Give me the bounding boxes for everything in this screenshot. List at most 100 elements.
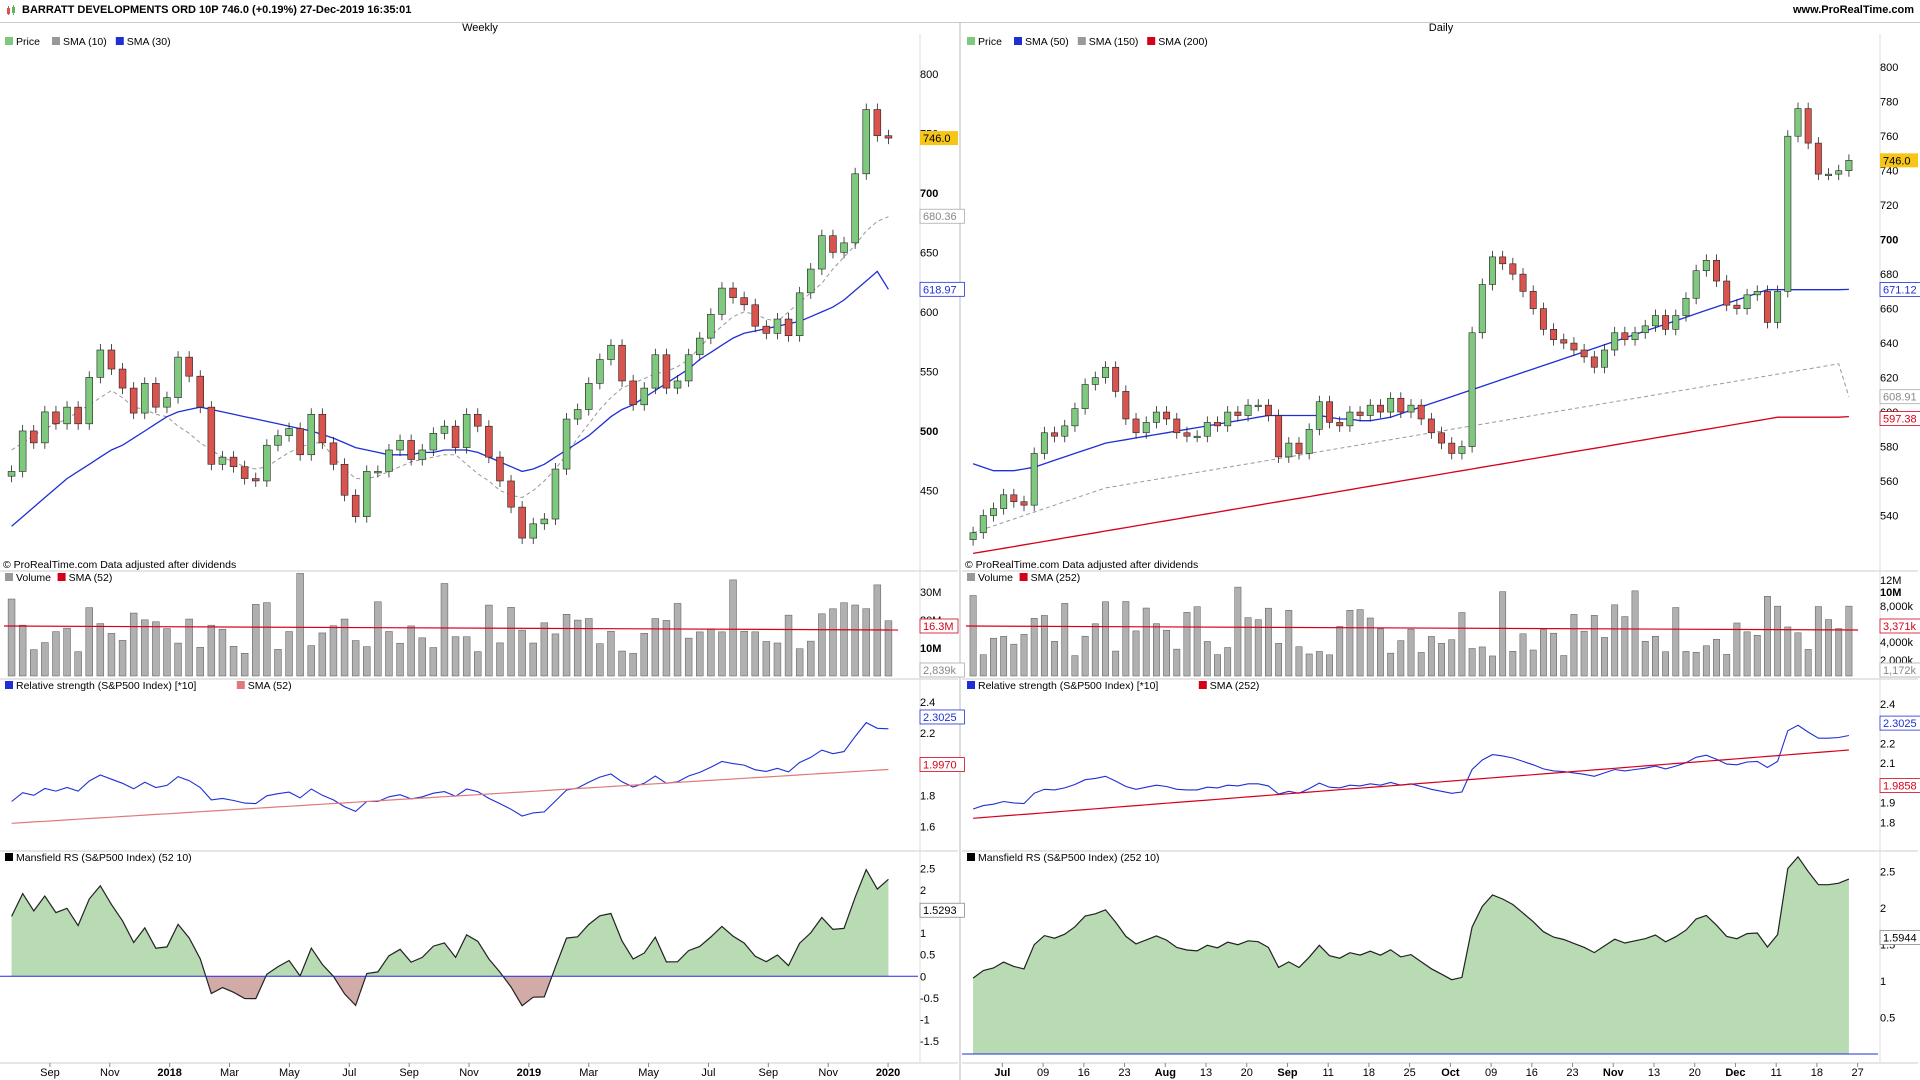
price-tick: 780 [1880, 97, 1898, 109]
candle-body [1244, 404, 1252, 416]
volume-bar [1417, 652, 1425, 677]
candle-body [718, 287, 726, 315]
candle-body [873, 109, 882, 137]
candle-body [1702, 260, 1710, 271]
mansfield-legend-0-item-0: Mansfield RS (S&P500 Index) (52 10) [16, 852, 192, 864]
candle-body [1407, 404, 1415, 413]
volume-bar [7, 598, 16, 677]
rs-legend-0-swatch-1 [236, 681, 245, 689]
volume-legend-0-swatch-1 [57, 573, 66, 581]
candle-body [773, 318, 782, 334]
mansfield-tick: -1.5 [920, 1036, 939, 1048]
mansfield-tick: 2.5 [1880, 866, 1895, 878]
volume-bar [696, 631, 704, 677]
volume-bar [1000, 636, 1008, 677]
rs-legend-1-item-0: Relative strength (S&P500 Index) [*10] [978, 680, 1158, 692]
volume-bar [1519, 633, 1527, 677]
volume-bar [1784, 626, 1792, 677]
x-tick-label: 11 [1770, 1067, 1781, 1079]
last-price-tag-box [1880, 153, 1918, 168]
candle-body [990, 508, 997, 516]
volume-bar [979, 654, 987, 677]
rs-value-tag: 2.3025 [1883, 718, 1917, 730]
volume-bar [807, 640, 815, 677]
candle-body [562, 418, 571, 470]
price-tick: 740 [1880, 166, 1898, 178]
mansfield-tick: 2.5 [920, 863, 935, 875]
x-tick-label: 18 [1363, 1067, 1375, 1079]
volume-bar [1774, 605, 1782, 677]
candle-body [1509, 263, 1517, 275]
volume-bar [551, 633, 560, 677]
volume-bar [1040, 615, 1048, 677]
price-legend-1-item-3: SMA (200) [1158, 36, 1208, 48]
price-legend-0-swatch-2 [115, 37, 124, 45]
volume-bar [840, 602, 848, 677]
candle-body [1458, 446, 1466, 454]
candle-body [1499, 256, 1507, 265]
candle-body [1315, 401, 1323, 430]
volume-bar [396, 642, 404, 677]
volume-bar [740, 630, 748, 677]
price-legend-0-item-2: SMA (30) [127, 36, 171, 48]
price-tick: 660 [1880, 304, 1898, 316]
candle-body [1376, 404, 1384, 413]
volume-bar [651, 618, 660, 677]
volume-bar [329, 625, 338, 677]
volume-legend-1-item-0: Volume [978, 572, 1013, 584]
candle-body [52, 411, 60, 425]
price-legend-1-swatch-3 [1147, 37, 1156, 45]
candle-body [174, 356, 182, 398]
credit-text: © ProRealTime.com Data adjusted after di… [3, 559, 236, 571]
volume-tick: 12M [1880, 575, 1901, 587]
candle-body [1305, 429, 1313, 454]
volume-bar [862, 608, 870, 677]
weekly-timeframe-label: Weekly [462, 22, 498, 34]
rs-legend-0-item-0: Relative strength (S&P500 Index) [*10] [16, 680, 196, 692]
volume-bar [1254, 619, 1262, 677]
site-link[interactable]: www.ProRealTime.com [1792, 4, 1914, 16]
candle-body [18, 430, 27, 472]
volume-bar [1102, 601, 1109, 677]
candle-body [418, 449, 426, 460]
candle-body [496, 456, 504, 482]
rs-value-tag-box [1879, 715, 1920, 731]
candle-body [1173, 418, 1181, 434]
candle-body [1825, 173, 1832, 176]
candle-body [607, 344, 615, 360]
volume-bar [1346, 610, 1354, 677]
x-tick-label: 23 [1118, 1067, 1130, 1079]
candle-body [1091, 377, 1099, 385]
volume-bar [1845, 605, 1853, 677]
sma150-tag-box [1879, 389, 1920, 405]
candle-body [1814, 142, 1822, 175]
volume-bar [1499, 591, 1507, 677]
price-legend-1-swatch-2 [1077, 37, 1086, 45]
instrument-title: BARRATT DEVELOPMENTS ORD 10P 746.0 (+0.1… [22, 4, 412, 16]
candle-body [451, 425, 460, 448]
candle-body [1560, 339, 1568, 344]
x-tick-label: 27 [1852, 1067, 1864, 1079]
volume-bar [418, 637, 426, 677]
candle-body [1040, 432, 1048, 454]
volume-bar [1489, 655, 1496, 677]
volume-last-tag: 2,839k [923, 665, 957, 677]
candle-body [529, 523, 537, 539]
volume-bar [74, 651, 82, 677]
candle-body [662, 354, 671, 389]
candle-body [1112, 366, 1120, 392]
candle-body [640, 387, 648, 406]
candle-body [1193, 435, 1201, 439]
mansfield-legend-1-item-0: Mansfield RS (S&P500 Index) (252 10) [978, 852, 1160, 864]
volume-bar [1285, 610, 1293, 677]
candle-body [1102, 366, 1109, 378]
rs-tick: 1.8 [1880, 817, 1895, 829]
rs-value-tag: 2.3025 [923, 712, 957, 724]
volume-bar [1112, 650, 1120, 677]
candle-body [540, 518, 549, 525]
volume-bar [762, 641, 771, 677]
volume-bar [1580, 630, 1588, 677]
candle-body [696, 337, 704, 356]
candle-body [374, 471, 382, 474]
